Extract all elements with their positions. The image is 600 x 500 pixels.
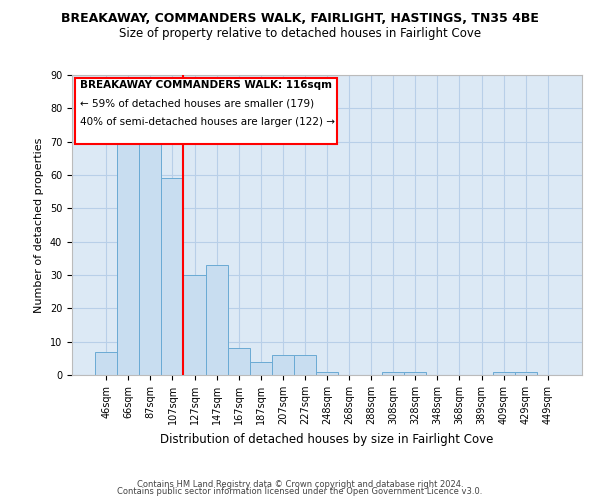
Bar — [139, 128, 161, 375]
Bar — [316, 372, 338, 375]
Bar — [493, 372, 515, 375]
Bar — [227, 348, 250, 375]
Text: 40% of semi-detached houses are larger (122) →: 40% of semi-detached houses are larger (… — [80, 117, 335, 127]
Bar — [117, 142, 139, 375]
Bar — [382, 372, 404, 375]
Text: ← 59% of detached houses are smaller (179): ← 59% of detached houses are smaller (17… — [80, 98, 314, 108]
Bar — [294, 355, 316, 375]
Bar — [161, 178, 184, 375]
Bar — [184, 275, 206, 375]
Bar — [95, 352, 117, 375]
FancyBboxPatch shape — [74, 78, 337, 144]
Bar — [250, 362, 272, 375]
Text: BREAKAWAY, COMMANDERS WALK, FAIRLIGHT, HASTINGS, TN35 4BE: BREAKAWAY, COMMANDERS WALK, FAIRLIGHT, H… — [61, 12, 539, 26]
Text: Contains public sector information licensed under the Open Government Licence v3: Contains public sector information licen… — [118, 487, 482, 496]
Text: Size of property relative to detached houses in Fairlight Cove: Size of property relative to detached ho… — [119, 28, 481, 40]
X-axis label: Distribution of detached houses by size in Fairlight Cove: Distribution of detached houses by size … — [160, 432, 494, 446]
Bar — [206, 265, 227, 375]
Text: Contains HM Land Registry data © Crown copyright and database right 2024.: Contains HM Land Registry data © Crown c… — [137, 480, 463, 489]
Y-axis label: Number of detached properties: Number of detached properties — [34, 138, 44, 312]
Text: BREAKAWAY COMMANDERS WALK: 116sqm: BREAKAWAY COMMANDERS WALK: 116sqm — [80, 80, 332, 90]
Bar — [272, 355, 294, 375]
Bar — [404, 372, 427, 375]
Bar — [515, 372, 537, 375]
